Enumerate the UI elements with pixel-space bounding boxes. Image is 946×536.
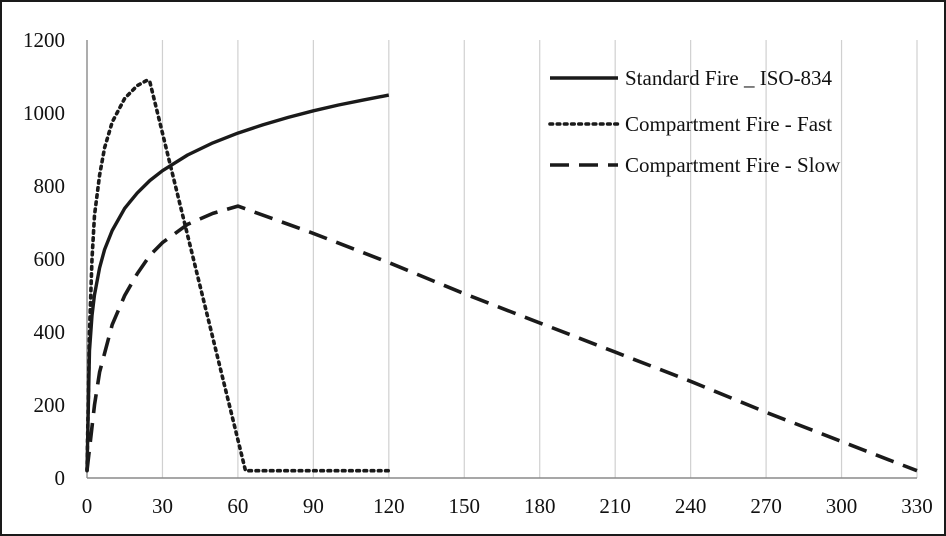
y-tick-label: 200 (34, 393, 66, 417)
y-tick-label: 600 (34, 247, 66, 271)
x-tick-label: 210 (599, 494, 631, 518)
x-tick-label: 30 (152, 494, 173, 518)
y-tick-label: 800 (34, 174, 66, 198)
legend: Standard Fire _ ISO-834 Compartment Fire… (548, 66, 841, 177)
x-tick-label: 120 (373, 494, 405, 518)
series-line-standard-fire (85, 93, 390, 471)
x-tick-label: 270 (750, 494, 782, 518)
x-tick-label: 330 (901, 494, 933, 518)
series-line-compartment-slow (85, 204, 918, 473)
x-tick-label: 240 (675, 494, 707, 518)
x-tick-label: 150 (449, 494, 481, 518)
legend-label-standard-fire: Standard Fire _ ISO-834 (625, 66, 833, 90)
legend-label-compartment-slow: Compartment Fire - Slow (625, 153, 841, 177)
y-tick-label: 1000 (23, 101, 65, 125)
x-tick-label: 0 (82, 494, 93, 518)
x-tick-label: 180 (524, 494, 556, 518)
x-tick-label: 300 (826, 494, 858, 518)
legend-label-compartment-fast: Compartment Fire - Fast (625, 112, 832, 136)
y-tick-label: 400 (34, 320, 66, 344)
y-tick-label: 1200 (23, 28, 65, 52)
series-line-compartment-fast (85, 78, 391, 473)
axes: 0 200 400 600 800 1000 1200 0 30 60 90 120 150 180 210… (23, 28, 933, 518)
x-tick-label: 60 (227, 494, 248, 518)
x-tick-label: 90 (303, 494, 324, 518)
grid-lines (161, 40, 918, 478)
series-lines (85, 78, 918, 473)
y-tick-label: 0 (55, 466, 66, 490)
